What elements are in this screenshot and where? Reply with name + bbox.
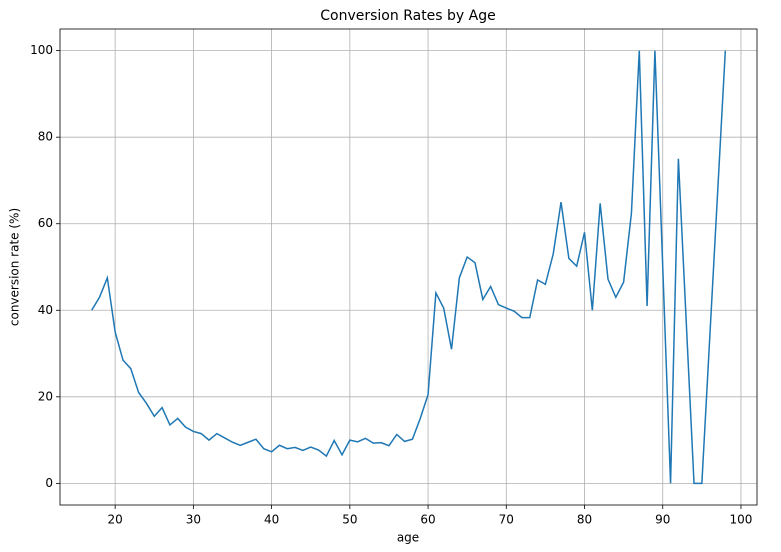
x-tick-label: 50 xyxy=(342,513,357,527)
x-tick-label: 90 xyxy=(655,513,670,527)
x-tick-label: 70 xyxy=(499,513,514,527)
x-tick-label: 100 xyxy=(730,513,753,527)
y-tick-label: 80 xyxy=(38,130,53,144)
x-axis-label: age xyxy=(397,531,419,545)
x-tick-label: 30 xyxy=(186,513,201,527)
x-tick-label: 40 xyxy=(264,513,279,527)
y-tick-label: 60 xyxy=(38,216,53,230)
y-tick-label: 0 xyxy=(45,476,53,490)
y-axis-label: conversion rate (%) xyxy=(8,208,22,326)
y-tick-label: 100 xyxy=(30,43,53,57)
plot-frame xyxy=(59,28,758,506)
x-tick-label: 20 xyxy=(108,513,123,527)
y-tick-label: 40 xyxy=(38,303,53,317)
y-tick-label: 20 xyxy=(38,389,53,403)
x-tick-label: 80 xyxy=(577,513,592,527)
chart-title: Conversion Rates by Age xyxy=(320,8,496,24)
data-line xyxy=(91,50,727,485)
x-tick-label: 60 xyxy=(420,513,435,527)
